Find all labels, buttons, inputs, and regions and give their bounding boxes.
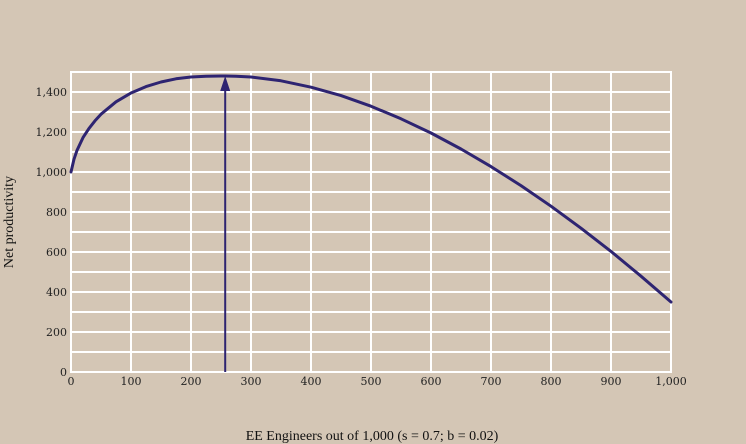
y-tick-label: 800 [46,206,67,219]
x-tick-label: 800 [541,375,562,388]
x-tick-label: 200 [181,375,202,388]
x-tick-label: 600 [421,375,442,388]
x-tick-label: 0 [68,375,75,388]
annotation-layer [220,76,231,372]
y-tick-label: 1,000 [36,166,68,179]
y-tick-label: 400 [46,286,67,299]
series-layer [69,74,673,304]
x-tick-label: 400 [301,375,322,388]
net-productivity-line [69,74,673,304]
y-axis-title: Net productivity [2,176,17,268]
x-tick-label: 1,000 [655,375,687,388]
y-tick-label: 0 [60,366,67,379]
x-tick-label: 300 [241,375,262,388]
y-tick-label: 200 [46,326,67,339]
y-tick-label: 1,400 [36,86,68,99]
optimum-arrow-head [220,76,231,91]
tick-layer: 0 100 200 300 400 500 600 700 800 900 1,000 0 200 400… [36,86,687,388]
x-tick-label: 900 [601,375,622,388]
x-axis-title: EE Engineers out of 1,000 (s = 0.7; b = … [246,429,499,444]
y-tick-label: 600 [46,246,67,259]
x-tick-label: 100 [121,375,142,388]
y-tick-label: 1,200 [36,126,68,139]
x-tick-label: 500 [361,375,382,388]
x-tick-label: 700 [481,375,502,388]
grid-layer [70,71,672,373]
